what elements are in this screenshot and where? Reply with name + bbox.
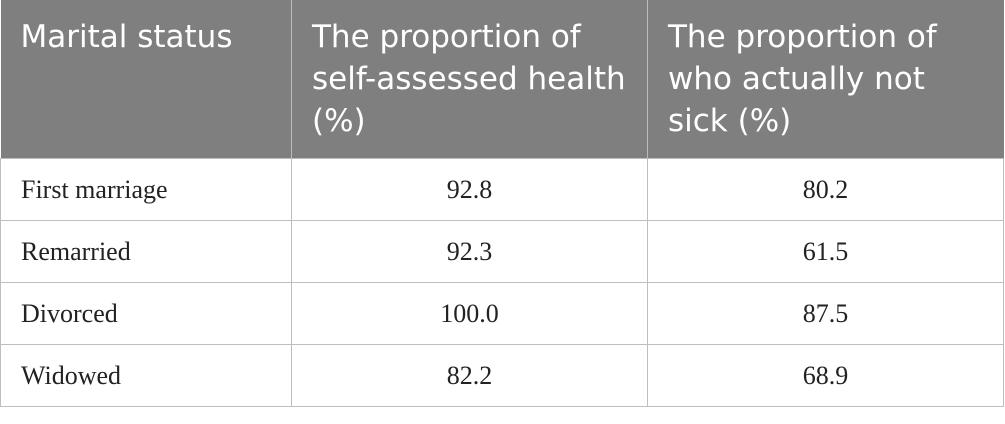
value-cell: 82.2	[291, 344, 648, 407]
label-cell: Remarried	[0, 220, 292, 283]
table-row: Widowed 82.2 68.9	[0, 344, 1004, 407]
header-cell: Marital status	[0, 0, 292, 159]
value-cell: 100.0	[291, 282, 648, 345]
value-cell: 80.2	[647, 158, 1004, 221]
header-cell: The proportion of who actually not sick …	[647, 0, 1004, 159]
label-cell: First marriage	[0, 158, 292, 221]
value-cell: 92.3	[291, 220, 648, 283]
header-row: Marital status The proportion of self-ass…	[0, 0, 1004, 159]
value-cell: 92.8	[291, 158, 648, 221]
table-header: Marital status The proportion of self-ass…	[0, 0, 1004, 159]
value-cell: 61.5	[647, 220, 1004, 283]
data-table: Marital status The proportion of self-ass…	[0, 0, 1004, 407]
label-cell: Widowed	[0, 344, 292, 407]
table-row: Divorced 100.0 87.5	[0, 282, 1004, 345]
value-cell: 68.9	[647, 344, 1004, 407]
table-row: First marriage 92.8 80.2	[0, 158, 1004, 221]
value-cell: 87.5	[647, 282, 1004, 345]
table-body: First marriage 92.8 80.2 Remarried 92.3 61.5 D…	[0, 158, 1004, 407]
header-cell: The proportion of self-assessed health (…	[291, 0, 648, 159]
label-cell: Divorced	[0, 282, 292, 345]
table-row: Remarried 92.3 61.5	[0, 220, 1004, 283]
